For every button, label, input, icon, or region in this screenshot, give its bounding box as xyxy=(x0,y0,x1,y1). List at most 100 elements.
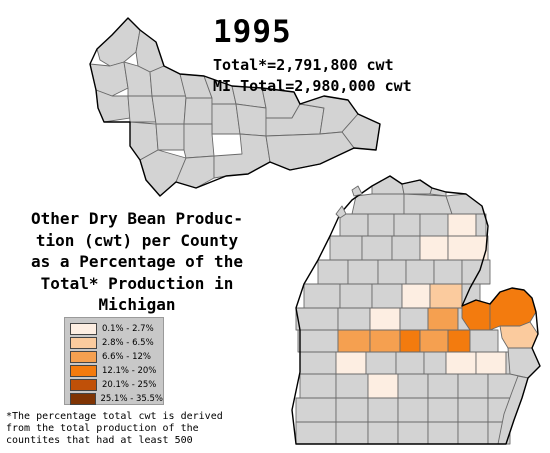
county xyxy=(429,283,463,309)
michigan-total-text: MI Total=2,980,000 cwt xyxy=(213,77,412,95)
legend-item: 20.1% - 25% xyxy=(70,378,163,392)
upper-peninsula-county xyxy=(149,65,187,97)
county xyxy=(401,283,431,309)
county xyxy=(335,397,369,423)
county xyxy=(403,193,453,215)
county xyxy=(461,259,491,285)
legend-label: 20.1% - 25% xyxy=(102,380,157,390)
county xyxy=(377,259,407,285)
footnote: *The percentage total cwt is derived fro… xyxy=(6,411,223,447)
map-title-line: tion (cwt) per County xyxy=(35,230,239,250)
county xyxy=(399,307,429,331)
legend-swatch xyxy=(70,337,97,349)
legend-label: 0.1% - 2.7% xyxy=(102,324,154,334)
county xyxy=(507,347,541,379)
legend-label: 12.1% - 20% xyxy=(102,366,157,376)
county xyxy=(447,329,471,353)
map-title: Other Dry Bean Produc- tion (cwt) per Co… xyxy=(6,208,268,316)
legend-item: 25.1% - 35.5% xyxy=(70,392,163,406)
upper-peninsula-county xyxy=(265,131,355,171)
map-title-line: Total* Production in xyxy=(40,273,234,293)
county xyxy=(297,329,339,353)
footnote-line: *The percentage total cwt is derived xyxy=(6,411,223,422)
county xyxy=(427,421,459,445)
upper-peninsula-county xyxy=(235,103,267,137)
county xyxy=(317,259,349,285)
legend-swatch xyxy=(70,379,97,391)
county xyxy=(361,235,393,261)
county xyxy=(419,329,449,353)
upper-peninsula-county xyxy=(155,123,185,151)
county xyxy=(365,351,397,375)
upper-peninsula-county xyxy=(211,103,241,135)
county xyxy=(299,351,337,375)
county xyxy=(447,235,489,261)
upper-peninsula-county xyxy=(213,133,271,179)
county xyxy=(371,175,405,195)
map-title-line: as a Percentage of the xyxy=(31,252,243,271)
county xyxy=(351,193,405,215)
year-heading: 1995 xyxy=(213,14,292,50)
footnote-line: from the total production of the xyxy=(6,423,199,434)
map-title-line: Michigan xyxy=(98,295,176,314)
county xyxy=(339,213,369,237)
legend-label: 2.8% - 6.5% xyxy=(102,338,154,348)
county xyxy=(369,307,401,331)
legend-swatch xyxy=(70,393,96,405)
upper-peninsula-county xyxy=(127,95,157,123)
upper-peninsula-county xyxy=(96,17,141,67)
legend-swatch xyxy=(70,323,97,335)
county xyxy=(475,351,507,375)
island xyxy=(335,205,347,219)
county xyxy=(367,373,399,399)
upper-peninsula-county xyxy=(175,155,215,189)
county xyxy=(427,397,459,423)
county xyxy=(391,235,421,261)
county xyxy=(433,259,463,285)
county xyxy=(299,373,337,399)
county xyxy=(447,213,477,237)
county xyxy=(329,235,363,261)
county xyxy=(397,373,429,399)
legend-item: 6.6% - 12% xyxy=(70,350,163,364)
county xyxy=(367,397,399,423)
legend-item: 12.1% - 20% xyxy=(70,364,163,378)
county xyxy=(475,213,487,237)
upper-peninsula-county xyxy=(139,149,187,197)
county xyxy=(393,213,421,237)
upper-peninsula-county xyxy=(183,97,213,125)
legend-label: 6.6% - 12% xyxy=(102,352,151,362)
county xyxy=(427,373,459,399)
county xyxy=(469,329,499,353)
legend-label: 25.1% - 35.5% xyxy=(100,394,163,404)
legend-item: 0.1% - 2.7% xyxy=(70,322,163,336)
county xyxy=(295,397,337,423)
upper-peninsula-county xyxy=(135,29,165,73)
county xyxy=(397,421,429,445)
county xyxy=(339,283,373,309)
county xyxy=(369,329,401,353)
county xyxy=(395,351,425,375)
county xyxy=(337,307,371,331)
county xyxy=(457,421,489,445)
upper-peninsula-outline xyxy=(89,17,381,197)
county xyxy=(295,421,337,445)
footnote-line: countites that had at least 500 xyxy=(6,435,193,446)
county xyxy=(337,329,371,353)
legend-swatch xyxy=(70,365,97,377)
county xyxy=(335,351,367,375)
county xyxy=(397,397,429,423)
map-legend: 0.1% - 2.7% 2.8% - 6.5% 6.6% - 12% 12.1%… xyxy=(64,317,164,405)
county xyxy=(423,351,447,375)
county xyxy=(499,321,539,349)
county xyxy=(457,373,489,399)
upper-peninsula-county xyxy=(183,123,215,159)
county xyxy=(347,259,379,285)
county xyxy=(405,259,435,285)
county xyxy=(367,421,399,445)
map-title-line: Other Dry Bean Produc- xyxy=(31,209,243,228)
county xyxy=(399,329,421,353)
county xyxy=(427,307,459,331)
county xyxy=(335,421,369,445)
